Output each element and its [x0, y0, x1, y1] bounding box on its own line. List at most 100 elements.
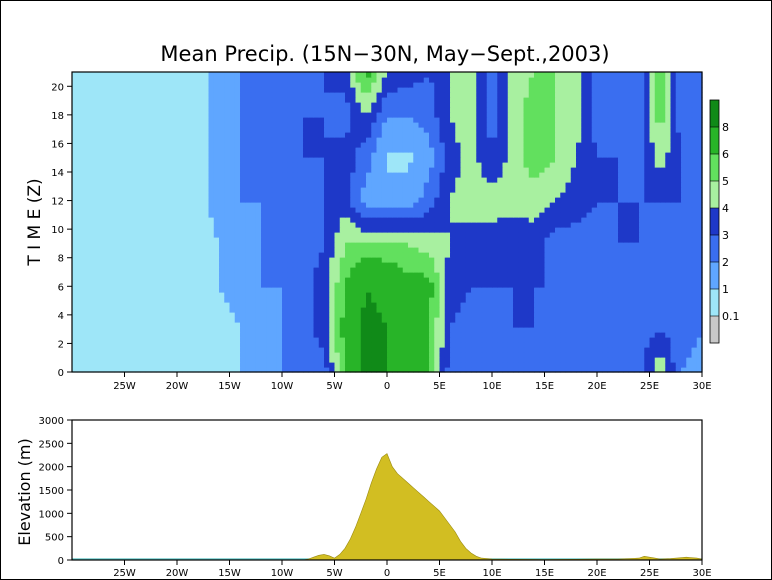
precip-cell [639, 232, 645, 238]
precip-cell [166, 202, 173, 208]
precip-cell [150, 287, 157, 293]
precip-cell [114, 207, 120, 213]
precip-cell [544, 282, 551, 288]
precip-cell [570, 312, 577, 318]
precip-cell [618, 272, 624, 278]
precip-cell [161, 187, 168, 193]
precip-cell [350, 252, 357, 258]
precip-cell [114, 262, 120, 268]
precip-cell [182, 267, 189, 273]
precip-cell [607, 257, 614, 263]
precip-cell [686, 352, 693, 358]
precip-cell [670, 222, 677, 228]
precip-cell [565, 332, 572, 338]
precip-cell [581, 297, 588, 303]
precip-cell [282, 327, 288, 333]
precip-cell [366, 302, 372, 308]
precip-cell [528, 322, 535, 328]
precip-cell [208, 262, 215, 268]
precip-cell [408, 317, 414, 323]
precip-cell [287, 212, 294, 218]
precip-cell [77, 277, 84, 283]
precip-cell [675, 347, 682, 353]
precip-cell [313, 322, 320, 328]
precip-cell [166, 272, 173, 278]
precip-cell [145, 332, 152, 338]
precip-cell [612, 232, 619, 238]
precip-cell [387, 187, 393, 193]
precip-cell [623, 217, 630, 223]
precip-cell [429, 327, 435, 333]
precip-cell [576, 307, 582, 313]
precip-cell [339, 162, 346, 168]
precip-cell [276, 352, 283, 358]
precip-cell [429, 292, 435, 298]
precip-cell [681, 302, 687, 308]
precip-cell [513, 302, 519, 308]
precip-cell [98, 282, 105, 288]
precip-cell [481, 182, 488, 188]
precip-cell [639, 362, 645, 368]
precip-cell [376, 362, 383, 368]
precip-cell [171, 202, 178, 208]
precip-cell [633, 302, 640, 308]
precip-cell [324, 287, 330, 293]
precip-cell [82, 222, 89, 228]
precip-cell [297, 362, 304, 368]
precip-cell [439, 212, 446, 218]
precip-cell [177, 202, 183, 208]
precip-cell [171, 237, 178, 243]
precip-cell [171, 187, 178, 193]
precip-cell [581, 337, 588, 343]
precip-cell [481, 207, 488, 213]
precip-cell [297, 247, 304, 253]
precip-cell [576, 362, 582, 368]
precip-cell [675, 237, 682, 243]
precip-cell [507, 342, 514, 348]
precip-cell [549, 282, 556, 288]
precip-cell [108, 307, 115, 313]
precip-cell [555, 187, 561, 193]
precip-cell [660, 287, 666, 293]
precip-cell [481, 277, 488, 283]
precip-cell [371, 337, 378, 343]
precip-cell [423, 337, 430, 343]
precip-cell [402, 182, 409, 188]
precip-cell [402, 242, 409, 248]
precip-cell [208, 352, 215, 358]
precip-cell [560, 232, 567, 238]
precip-cell [360, 227, 367, 233]
precip-cell [156, 337, 162, 343]
precip-cell [649, 357, 656, 363]
precip-cell [355, 257, 362, 263]
precip-cell [439, 317, 446, 323]
precip-cell [696, 167, 703, 173]
precip-cell [602, 167, 609, 173]
precip-cell [423, 342, 430, 348]
precip-cell [276, 177, 283, 183]
precip-cell [471, 367, 477, 373]
precip-cell [219, 247, 225, 253]
precip-cell [434, 197, 441, 203]
precip-cell [560, 197, 567, 203]
precip-cell [93, 272, 99, 278]
precip-cell [633, 262, 640, 268]
precip-cell [628, 242, 635, 248]
precip-cell [255, 257, 262, 263]
precip-cell [607, 347, 614, 353]
precip-cell [376, 287, 383, 293]
precip-cell [182, 362, 189, 368]
precip-cell [408, 177, 414, 183]
precip-cell [308, 362, 315, 368]
precip-cell [670, 212, 677, 218]
precip-cell [135, 172, 141, 178]
precip-cell [93, 307, 99, 313]
precip-cell [549, 347, 556, 353]
precip-cell [108, 182, 115, 188]
precip-cell [234, 242, 241, 248]
precip-cell [355, 332, 362, 338]
precip-cell [539, 337, 546, 343]
precip-cell [612, 172, 619, 178]
precip-cell [339, 352, 346, 358]
precip-cell [313, 162, 320, 168]
